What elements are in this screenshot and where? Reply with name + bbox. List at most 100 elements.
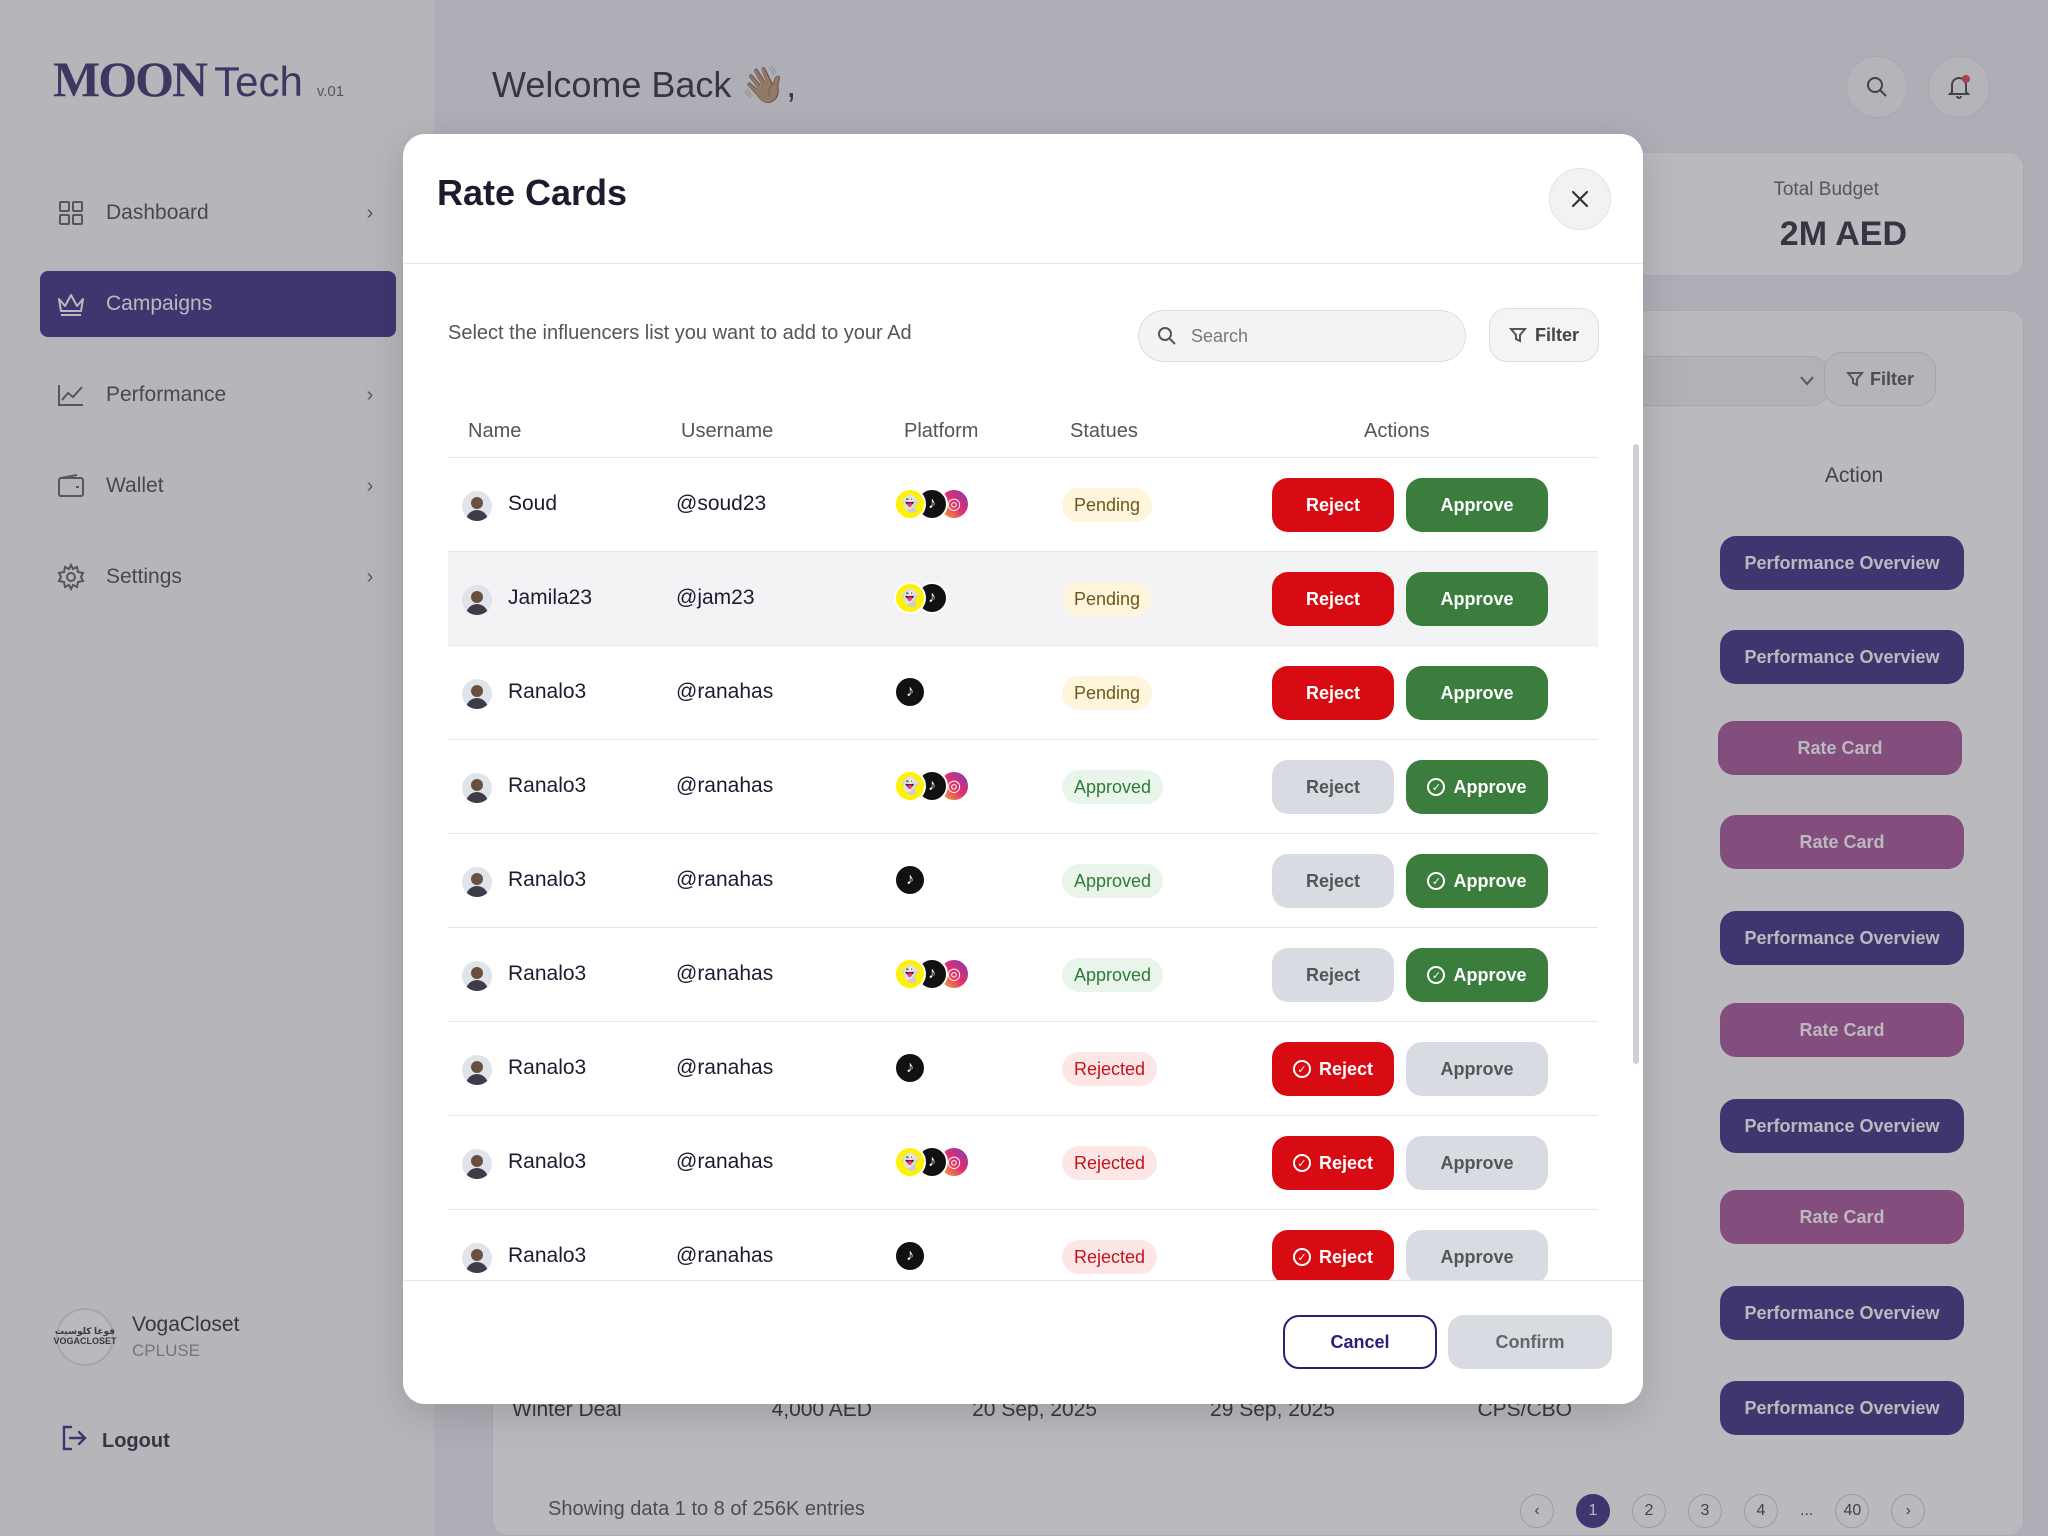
reject-button[interactable]: ✓ Reject [1272, 1136, 1394, 1190]
pagination-prev[interactable]: ‹ [1520, 1494, 1554, 1528]
rate-card-button[interactable]: Rate Card [1718, 721, 1962, 775]
pagination-page[interactable]: 2 [1632, 1494, 1666, 1528]
close-button[interactable] [1549, 168, 1611, 230]
check-circle-icon: ✓ [1427, 872, 1446, 890]
influencer-name: Ranalo3 [508, 868, 587, 891]
table-filter-button[interactable]: Filter [1824, 352, 1936, 406]
influencer-username: @ranahas [676, 680, 774, 703]
reject-button[interactable]: Reject [1272, 572, 1394, 626]
check-circle-icon: ✓ [1427, 778, 1446, 796]
search-button[interactable] [1846, 56, 1908, 118]
reject-button[interactable]: Reject [1272, 948, 1394, 1002]
pagination: ‹ 1 2 3 4 ... 40 › [1520, 1494, 1947, 1528]
approve-label: Approve [1440, 494, 1514, 515]
approve-label: Approve [1453, 776, 1527, 797]
approve-button[interactable]: Approve [1406, 1136, 1548, 1190]
notifications-button[interactable] [1928, 56, 1990, 118]
close-icon [1571, 190, 1589, 208]
sidebar-item-dashboard[interactable]: Dashboard › [40, 180, 396, 246]
snapchat-icon: 👻 [894, 488, 926, 520]
confirm-button[interactable]: Confirm [1448, 1315, 1612, 1369]
campaign-type-select[interactable] [1614, 356, 1834, 406]
approve-label: Approve [1440, 588, 1514, 609]
search-icon [1867, 77, 1887, 97]
table-row[interactable]: Jamila23 @jam23 👻 ♪ Pending Reject Approve [448, 552, 1598, 646]
pagination-page[interactable]: 1 [1576, 1494, 1610, 1528]
avatar [462, 1055, 492, 1085]
table-row[interactable]: Ranalo3 @ranahas 👻 ♪ ◎ Approved Reject ✓ Approve [448, 928, 1598, 1022]
rate-cards-modal: Rate Cards Select the influencers list y… [403, 134, 1643, 1404]
sidebar-item-performance[interactable]: Performance › [40, 362, 396, 428]
influencer-name: Ranalo3 [508, 1244, 587, 1267]
performance-overview-button[interactable]: Performance Overview [1720, 630, 1964, 684]
pagination-next[interactable]: › [1891, 1494, 1926, 1528]
brand-logo[interactable]: MOON Tech v.01 [53, 50, 344, 108]
table-row[interactable]: Ranalo3 @ranahas ♪ Rejected ✓ Reject Approve [448, 1022, 1598, 1116]
pagination-page[interactable]: 4 [1744, 1494, 1778, 1528]
approve-button[interactable]: ✓ Approve [1406, 948, 1548, 1002]
influencer-username: @soud23 [676, 492, 767, 515]
avatar [462, 773, 492, 803]
performance-overview-button[interactable]: Performance Overview [1720, 1286, 1964, 1340]
rate-card-button[interactable]: Rate Card [1720, 1003, 1964, 1057]
brand-version: v.01 [316, 83, 345, 100]
logout-button[interactable]: Logout [60, 1424, 170, 1458]
reject-button[interactable]: Reject [1272, 854, 1394, 908]
user-profile[interactable]: فوغا كلوسيت VOGACLOSET VogaCloset CPLUSE [54, 1308, 239, 1366]
tiktok-icon: ♪ [894, 864, 926, 896]
pagination-ellipsis: ... [1800, 1502, 1814, 1519]
influencer-name: Ranalo3 [508, 1150, 587, 1173]
influencer-name: Ranalo3 [508, 680, 587, 703]
sidebar-item-campaigns[interactable]: Campaigns [40, 271, 396, 337]
approve-button[interactable]: ✓ Approve [1406, 854, 1548, 908]
performance-overview-button[interactable]: Performance Overview [1720, 1381, 1964, 1435]
table-row[interactable]: Ranalo3 @ranahas 👻 ♪ ◎ Rejected ✓ Reject Approve [448, 1116, 1598, 1210]
filter-button[interactable]: Filter [1489, 308, 1599, 362]
table-row[interactable]: Soud @soud23 👻 ♪ ◎ Pending Reject Approve [448, 458, 1598, 552]
influencer-username: @ranahas [676, 1056, 774, 1079]
sidebar-item-wallet[interactable]: Wallet › [40, 453, 396, 519]
avatar [462, 679, 492, 709]
reject-button[interactable]: ✓ Reject [1272, 1230, 1394, 1280]
approve-button[interactable]: Approve [1406, 1230, 1548, 1280]
gear-icon [56, 562, 86, 592]
pagination-page[interactable]: 40 [1835, 1494, 1870, 1528]
reject-label: Reject [1305, 870, 1361, 891]
status-badge: Pending [1062, 488, 1153, 522]
approve-button[interactable]: ✓ Approve [1406, 760, 1548, 814]
influencer-username: @ranahas [676, 1150, 774, 1173]
search-field[interactable] [1138, 310, 1466, 362]
performance-overview-button[interactable]: Performance Overview [1720, 1099, 1964, 1153]
reject-button[interactable]: Reject [1272, 760, 1394, 814]
reject-button[interactable]: Reject [1272, 478, 1394, 532]
influencer-username: @ranahas [676, 962, 774, 985]
table-row[interactable]: Ranalo3 @ranahas ♪ Rejected ✓ Reject Approve [448, 1210, 1598, 1280]
bell-icon [1947, 75, 1971, 99]
influencer-name: Ranalo3 [508, 1056, 587, 1079]
search-input[interactable] [1191, 325, 1441, 347]
approve-button[interactable]: Approve [1406, 572, 1548, 626]
reject-label: Reject [1305, 682, 1361, 703]
performance-overview-button[interactable]: Performance Overview [1720, 536, 1964, 590]
table-row[interactable]: Ranalo3 @ranahas ♪ Approved Reject ✓ Approve [448, 834, 1598, 928]
reject-button[interactable]: Reject [1272, 666, 1394, 720]
reject-button[interactable]: ✓ Reject [1272, 1042, 1394, 1096]
chevron-right-icon: › [366, 565, 374, 588]
performance-overview-button[interactable]: Performance Overview [1720, 911, 1964, 965]
table-row[interactable]: Ranalo3 @ranahas 👻 ♪ ◎ Approved Reject ✓ Approve [448, 740, 1598, 834]
chart-line-icon [56, 380, 86, 410]
total-budget-card: Total Budget 2M AED [1624, 152, 2024, 276]
platform-icons: ♪ [894, 1052, 926, 1086]
approve-label: Approve [1440, 1152, 1514, 1173]
rate-card-button[interactable]: Rate Card [1720, 1190, 1964, 1244]
approve-button[interactable]: Approve [1406, 666, 1548, 720]
rate-card-button[interactable]: Rate Card [1720, 815, 1964, 869]
approve-button[interactable]: Approve [1406, 478, 1548, 532]
pagination-page[interactable]: 3 [1688, 1494, 1722, 1528]
modal-header: Rate Cards [403, 134, 1643, 264]
cancel-button[interactable]: Cancel [1283, 1315, 1437, 1369]
table-row[interactable]: Ranalo3 @ranahas ♪ Pending Reject Approve [448, 646, 1598, 740]
approve-button[interactable]: Approve [1406, 1042, 1548, 1096]
sidebar-item-settings[interactable]: Settings › [40, 544, 396, 610]
scrollbar[interactable] [1633, 444, 1639, 1064]
